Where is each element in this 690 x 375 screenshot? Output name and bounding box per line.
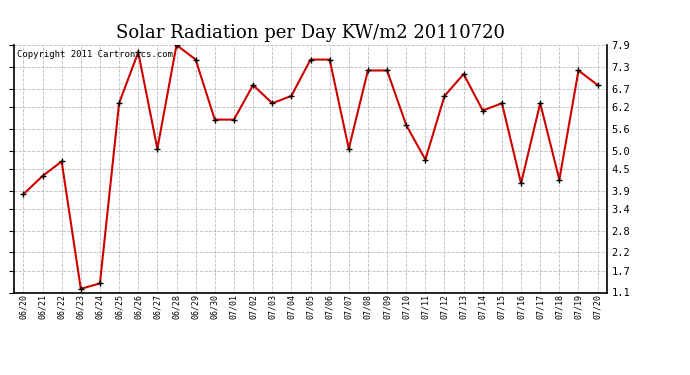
Text: Copyright 2011 Cartronics.com: Copyright 2011 Cartronics.com <box>17 50 172 59</box>
Title: Solar Radiation per Day KW/m2 20110720: Solar Radiation per Day KW/m2 20110720 <box>116 24 505 42</box>
